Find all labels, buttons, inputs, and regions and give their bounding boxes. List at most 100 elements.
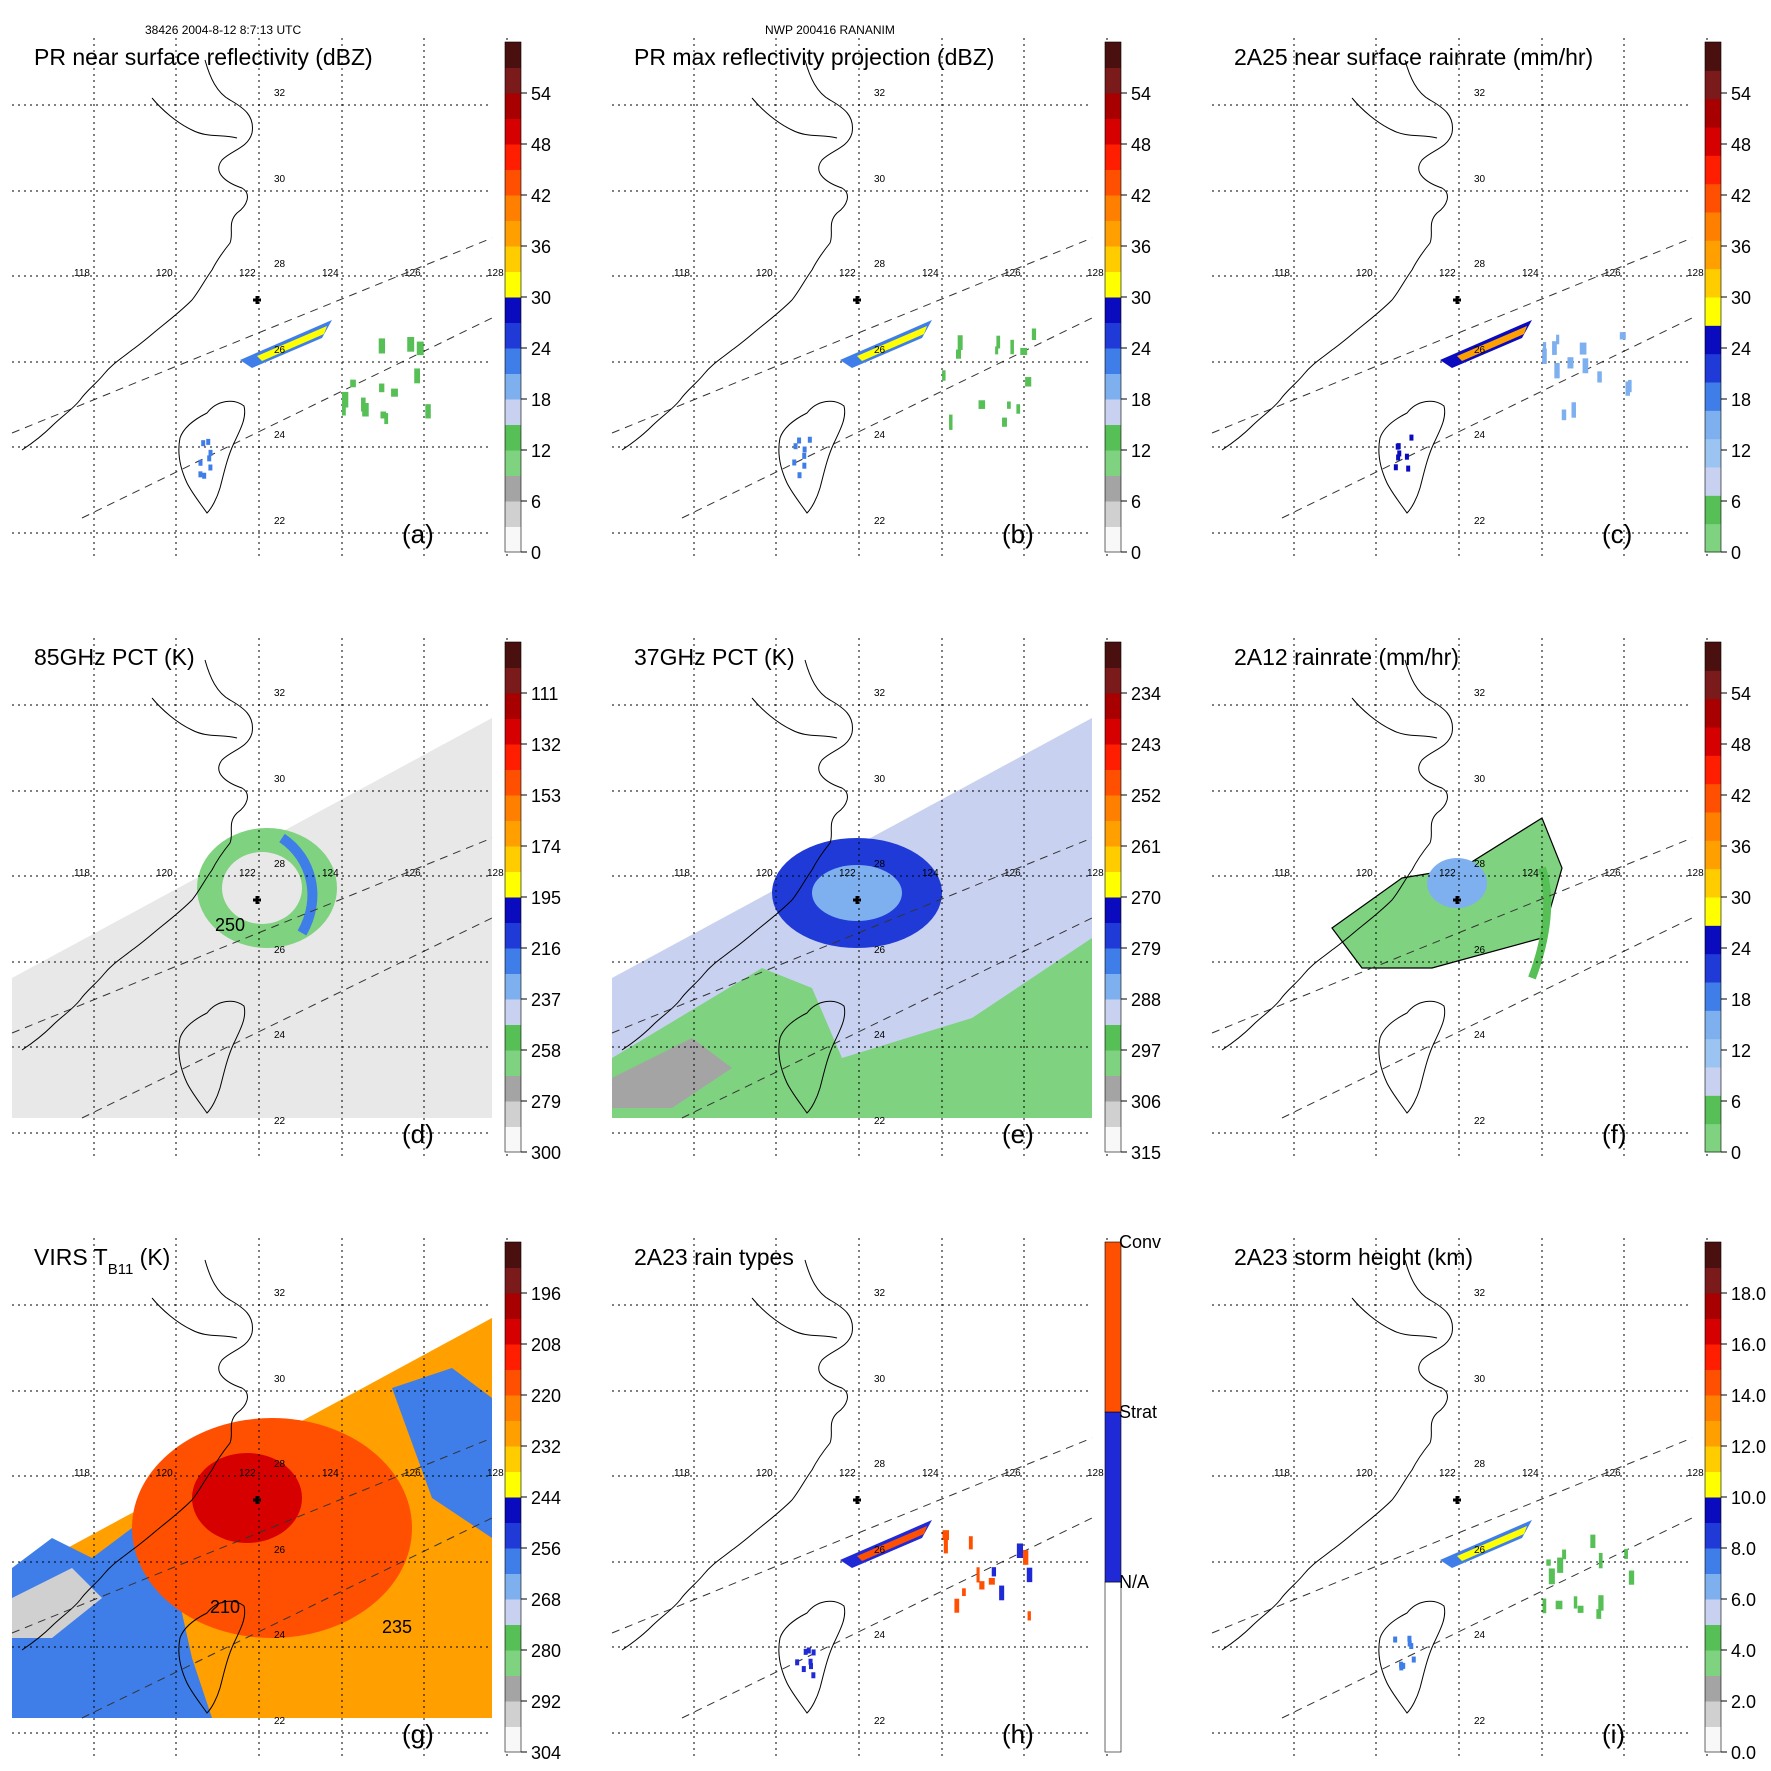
echo-cell: [1556, 334, 1560, 345]
colorbar-tick-label: 42: [531, 186, 551, 206]
longitude-label: 124: [322, 1468, 339, 1479]
colorbar-tick-label: 18: [1731, 990, 1751, 1010]
latitude-label: 30: [1474, 174, 1486, 185]
colorbar-segment: [1105, 297, 1121, 323]
colorbar-segment: [1705, 1497, 1721, 1523]
colorbar-segment: [1705, 212, 1721, 241]
colorbar-segment: [505, 1624, 521, 1651]
colorbar-tick-label: 18: [1131, 390, 1151, 410]
colorbar-tick-label: 54: [1731, 84, 1751, 104]
colorbar-segment: [1105, 144, 1121, 170]
colorbar-segment: [1105, 973, 1121, 1000]
longitude-label: 126: [404, 268, 421, 279]
taiwan-coastline: [178, 1000, 246, 1114]
latitude-label: 30: [874, 774, 886, 785]
swath-edge-line: [11, 837, 493, 1034]
colorbar-b: 0 6 12 18 24 30 36 42 48 54: [1104, 41, 1151, 563]
latitude-label: 28: [274, 1459, 286, 1470]
echo-cell: [978, 400, 986, 409]
yangtze-estuary-line: [1351, 697, 1438, 739]
colorbar-segment: [1705, 1675, 1721, 1702]
storm-center-marker: [853, 1496, 861, 1504]
colorbar-segment: [1105, 693, 1121, 719]
latitude-label: 28: [1474, 1459, 1486, 1470]
colorbar-segment: [1105, 1101, 1121, 1127]
colorbar-g: 304 292 280 268 256 244 232 220 208 196: [504, 1241, 561, 1763]
colorbar-segment: [505, 246, 521, 272]
echo-core: [1457, 326, 1527, 361]
echo-cell: [1393, 464, 1398, 471]
colorbar-tick-label: 14.0: [1731, 1386, 1766, 1406]
longitude-label: 122: [239, 868, 256, 879]
echo-cell: [1582, 358, 1589, 374]
echo-cell: [207, 455, 212, 462]
colorbar-segment: [505, 526, 521, 553]
colorbar-segment: [1705, 1267, 1721, 1294]
swath-edge-line: [1211, 837, 1693, 1034]
taiwan-coastline: [1378, 1600, 1446, 1714]
taiwan-coastline: [1378, 400, 1446, 514]
longitude-label: 122: [1439, 268, 1456, 279]
longitude-label: 126: [1004, 268, 1021, 279]
latitude-label: 28: [1474, 859, 1486, 870]
colorbar-segment: [505, 220, 521, 247]
colorbar-segment: [1105, 1050, 1121, 1076]
latitude-label: 28: [874, 859, 886, 870]
colorbar-segment: [1705, 1293, 1721, 1319]
colorbar-tick-label: 12: [1731, 1041, 1751, 1061]
colorbar-segment: [1105, 246, 1121, 272]
echo-cell: [807, 436, 812, 443]
colorbar-segment: [1705, 1344, 1721, 1370]
field-heavy-rain: [1427, 858, 1487, 908]
colorbar-segment: [505, 871, 521, 898]
swath-edge-line: [611, 237, 1093, 434]
colorbar-tick-label: 243: [1131, 735, 1161, 755]
echo-core: [1457, 1526, 1527, 1561]
echo-cell: [1399, 1661, 1404, 1668]
colorbar-e: 315 306 297 288 279 270 261 252 243 234: [1104, 641, 1161, 1163]
longitude-label: 126: [1004, 1468, 1021, 1479]
colorbar-tick-label: 220: [531, 1386, 561, 1406]
colorbar-segment: [1105, 399, 1121, 425]
longitude-label: 124: [322, 868, 339, 879]
colorbar-segment: [1705, 1471, 1721, 1498]
echo-cell: [1020, 347, 1028, 355]
colorbar-segment: [1705, 1701, 1721, 1727]
echo-cell: [361, 397, 366, 412]
echo-cell: [949, 414, 953, 430]
longitude-label: 122: [839, 1468, 856, 1479]
colorbar-segment: [505, 1395, 521, 1421]
panel-letter: (h): [1002, 1719, 1034, 1749]
echo-cell: [968, 1536, 973, 1550]
echo-cell: [792, 459, 797, 466]
echo-cell: [976, 1567, 980, 1583]
echo-cell: [1542, 342, 1547, 355]
colorbar-tick-label: 24: [531, 339, 551, 359]
longitude-label: 122: [239, 268, 256, 279]
panel-f: 32 30 28 26 24 22 118 120 122 124 126 128 2A12 rainr…: [1211, 638, 1708, 1158]
colorbar-segment: [1105, 1075, 1121, 1102]
colorbar-tick-label: 18.0: [1731, 1284, 1766, 1304]
echo-cell: [793, 443, 798, 450]
colorbar-segment: [505, 93, 521, 119]
colorbar-segment: [1705, 1726, 1721, 1753]
echo-cell: [957, 335, 963, 350]
latitude-label: 30: [274, 1374, 286, 1385]
echo-cell: [1025, 377, 1032, 387]
colorbar-segment: [1705, 183, 1721, 213]
colorbar-tick-label: 300: [531, 1143, 561, 1163]
colorbar-d: 300 279 258 237 216 195 174 153 132 111: [504, 641, 561, 1163]
echo-cell: [1007, 401, 1011, 409]
longitude-label: 124: [1522, 268, 1539, 279]
swath-edge-line: [611, 1437, 1093, 1634]
colorbar-segment: [1105, 322, 1121, 349]
echo-cell: [1555, 1600, 1563, 1610]
swath-edge-line: [1211, 1437, 1693, 1634]
colorbar-tick-label: 36: [1131, 237, 1151, 257]
longitude-label: 118: [1274, 268, 1290, 279]
longitude-label: 124: [922, 1468, 939, 1479]
echo-cell: [943, 1539, 948, 1554]
colorbar-tick-label: 54: [1731, 684, 1751, 704]
longitude-label: 124: [922, 868, 939, 879]
echo-cell: [991, 1567, 997, 1577]
